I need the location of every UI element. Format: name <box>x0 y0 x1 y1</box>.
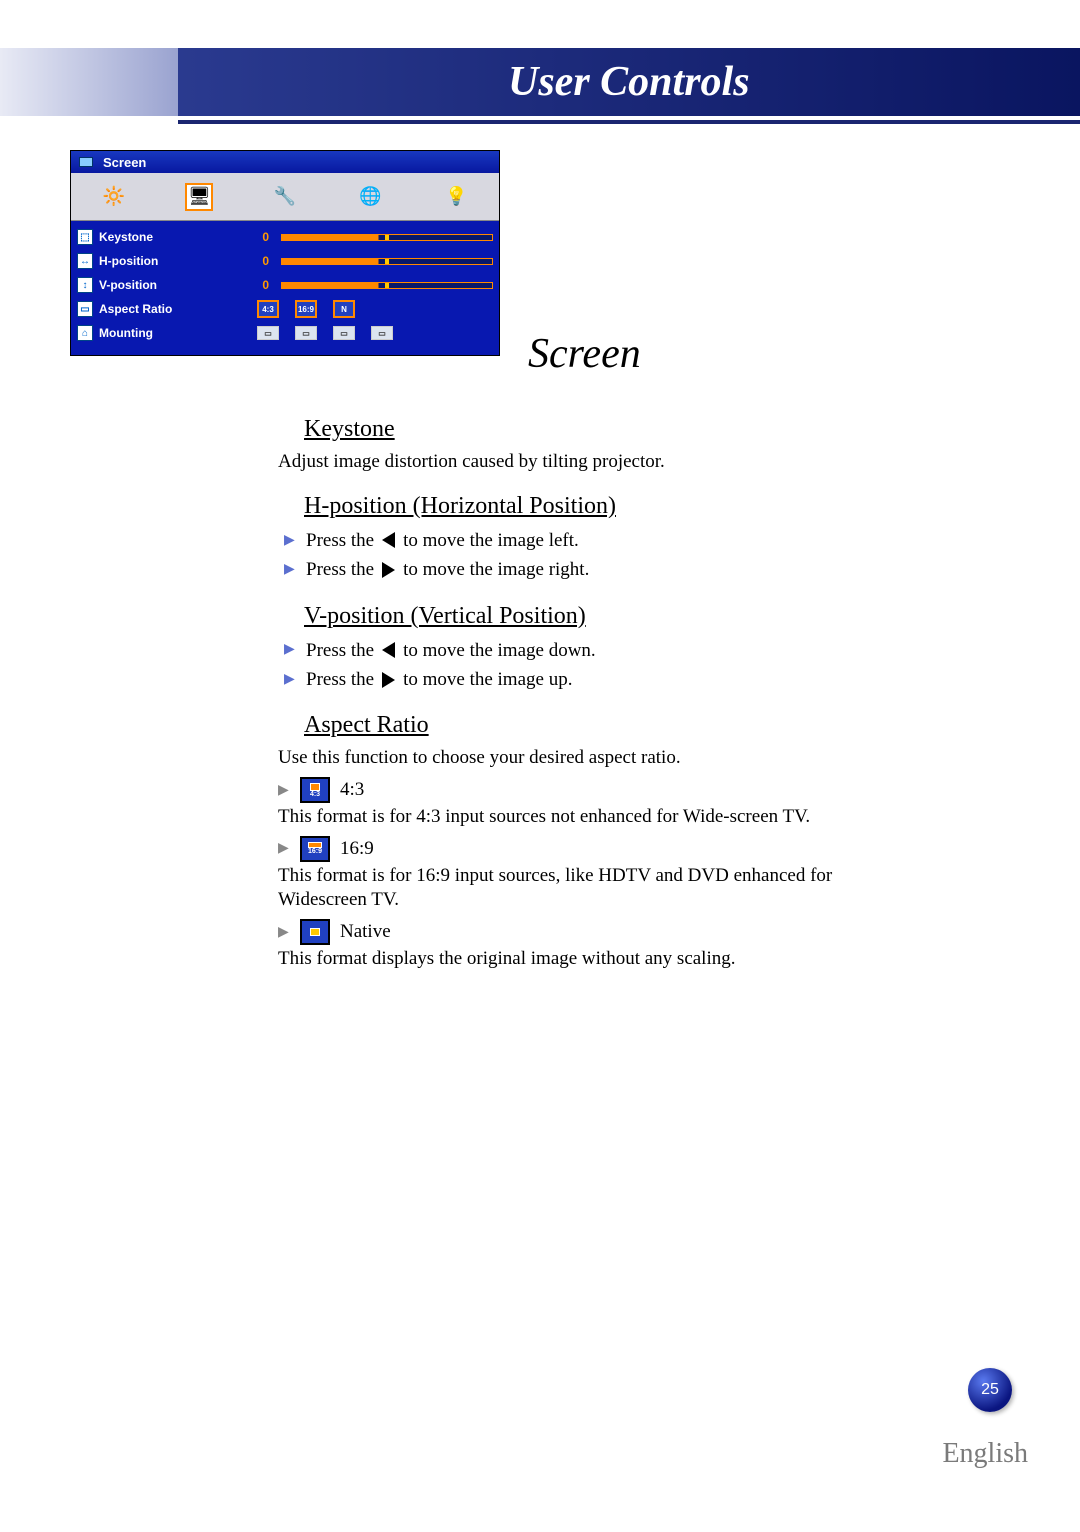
osd-vpos-slider <box>281 282 493 289</box>
aspect-opt-native-icon: N <box>333 300 355 318</box>
hpos-b1a: Press the <box>306 526 374 555</box>
ratio-169-desc: This format is for 16:9 input sources, l… <box>278 864 908 913</box>
tab-screen-icon: 🖥 <box>185 183 213 211</box>
header-left-gradient <box>0 48 178 116</box>
ratio-native: ▶ Native This format displays the origin… <box>278 919 908 972</box>
osd-keystone-value: 0 <box>245 230 269 244</box>
ratio-native-head: ▶ Native <box>278 919 908 945</box>
aspect-opt-169-icon: 16:9 <box>295 300 317 318</box>
mounting-icon: ⌂ <box>77 325 93 341</box>
osd-screenshot: Screen 🔆 🖥 🔧 🌐 💡 ⬚ Keystone 0 ↔ H-positi… <box>70 150 500 356</box>
osd-aspect-options: 4:3 16:9 N <box>257 300 493 318</box>
osd-body: ⬚ Keystone 0 ↔ H-position 0 ↕ V-position… <box>71 221 499 355</box>
vpos-icon: ↕ <box>77 277 93 293</box>
osd-tabs: 🔆 🖥 🔧 🌐 💡 <box>71 173 499 221</box>
tab-lamp-icon: 💡 <box>442 183 470 211</box>
bullet-arrow-icon: ▶ <box>284 559 300 581</box>
ratio-43-label: 4:3 <box>340 779 364 801</box>
vpos-heading: V-position (Vertical Position) <box>278 603 908 630</box>
bullet-arrow-icon: ▶ <box>278 840 290 857</box>
mount-opt3-icon: ▭ <box>333 326 355 340</box>
osd-vpos-value: 0 <box>245 278 269 292</box>
bullet-arrow-icon: ▶ <box>284 530 300 552</box>
vpos-bullet-2: ▶ Press the to move the image up. <box>278 665 908 694</box>
osd-keystone-slider <box>281 234 493 241</box>
ratio-169-head: ▶ 16:9 16:9 <box>278 836 908 862</box>
content-area: Keystone Adjust image distortion caused … <box>278 398 908 972</box>
bullet-arrow-icon: ▶ <box>278 782 290 799</box>
ratio-169: ▶ 16:9 16:9 This format is for 16:9 inpu… <box>278 836 908 913</box>
hpos-heading: H-position (Horizontal Position) <box>278 493 908 520</box>
right-triangle-icon <box>382 672 395 688</box>
osd-row-hpos: ↔ H-position 0 <box>77 249 493 273</box>
tab-image-icon: 🔆 <box>100 183 128 211</box>
osd-mounting-label: Mounting <box>99 326 239 340</box>
ratio-native-label: Native <box>340 921 391 943</box>
ratio-native-icon <box>300 919 330 945</box>
mount-opt2-icon: ▭ <box>295 326 317 340</box>
vpos-b1a: Press the <box>306 636 374 665</box>
mount-opt1-icon: ▭ <box>257 326 279 340</box>
hpos-bullet-2: ▶ Press the to move the image right. <box>278 555 908 584</box>
osd-hpos-value: 0 <box>245 254 269 268</box>
left-triangle-icon <box>382 532 395 548</box>
vpos-b2b: to move the image up. <box>403 665 572 694</box>
osd-mounting-options: ▭ ▭ ▭ ▭ <box>257 326 493 340</box>
vpos-b1b: to move the image down. <box>403 636 596 665</box>
right-triangle-icon <box>382 562 395 578</box>
ratio-43-desc: This format is for 4:3 input sources not… <box>278 805 908 830</box>
left-triangle-icon <box>382 642 395 658</box>
osd-row-keystone: ⬚ Keystone 0 <box>77 225 493 249</box>
osd-aspect-label: Aspect Ratio <box>99 302 239 316</box>
screen-icon <box>79 157 93 167</box>
keystone-icon: ⬚ <box>77 229 93 245</box>
bullet-arrow-icon: ▶ <box>278 924 290 941</box>
osd-row-vpos: ↕ V-position 0 <box>77 273 493 297</box>
osd-row-aspect: ▭ Aspect Ratio 4:3 16:9 N <box>77 297 493 321</box>
tab-setting-icon: 🔧 <box>271 183 299 211</box>
bullet-arrow-icon: ▶ <box>284 669 300 691</box>
tab-language-icon: 🌐 <box>357 183 385 211</box>
ratio-43-head: ▶ 4:3 4:3 <box>278 777 908 803</box>
ratio-169-label: 16:9 <box>340 838 374 860</box>
page-number-badge: 25 <box>968 1368 1012 1412</box>
header-right-bar: User Controls <box>178 48 1080 116</box>
osd-titlebar: Screen <box>71 151 499 173</box>
page-header: User Controls <box>0 48 1080 116</box>
keystone-text: Adjust image distortion caused by tiltin… <box>278 449 908 475</box>
aspect-heading: Aspect Ratio <box>278 712 908 739</box>
osd-title: Screen <box>103 155 146 170</box>
vpos-b2a: Press the <box>306 665 374 694</box>
hpos-b2b: to move the image right. <box>403 555 589 584</box>
header-underline <box>178 120 1080 124</box>
aspect-opt-43-icon: 4:3 <box>257 300 279 318</box>
hpos-b1b: to move the image left. <box>403 526 579 555</box>
bullet-arrow-icon: ▶ <box>284 639 300 661</box>
header-title: User Controls <box>508 58 750 106</box>
ratio-native-desc: This format displays the original image … <box>278 947 908 972</box>
language-label: English <box>942 1438 1028 1470</box>
section-title: Screen <box>528 330 641 378</box>
vpos-bullet-1: ▶ Press the to move the image down. <box>278 636 908 665</box>
osd-keystone-label: Keystone <box>99 230 239 244</box>
hpos-b2a: Press the <box>306 555 374 584</box>
hpos-bullet-1: ▶ Press the to move the image left. <box>278 526 908 555</box>
aspect-intro: Use this function to choose your desired… <box>278 745 908 771</box>
osd-row-mounting: ⌂ Mounting ▭ ▭ ▭ ▭ <box>77 321 493 345</box>
osd-hpos-label: H-position <box>99 254 239 268</box>
mount-opt4-icon: ▭ <box>371 326 393 340</box>
ratio-43: ▶ 4:3 4:3 This format is for 4:3 input s… <box>278 777 908 830</box>
keystone-heading: Keystone <box>278 416 908 443</box>
ratio-169-icon: 16:9 <box>300 836 330 862</box>
osd-hpos-slider <box>281 258 493 265</box>
hpos-icon: ↔ <box>77 253 93 269</box>
ratio-43-icon: 4:3 <box>300 777 330 803</box>
aspect-icon: ▭ <box>77 301 93 317</box>
osd-vpos-label: V-position <box>99 278 239 292</box>
